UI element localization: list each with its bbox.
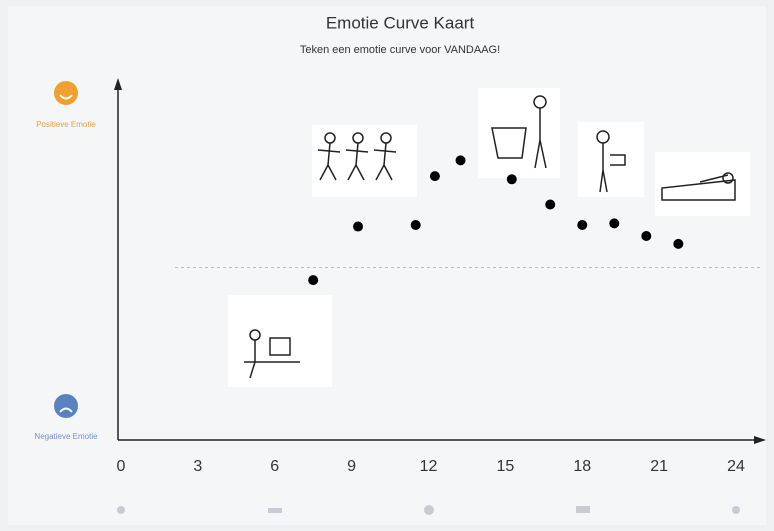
chart-subtitle: Teken een emotie curve voor VANDAAG! [300, 44, 500, 56]
x-tick-label: 15 [496, 458, 514, 475]
point [673, 238, 684, 249]
point [429, 171, 440, 182]
image-dance [312, 125, 417, 197]
time-icons [117, 505, 740, 515]
panel [8, 6, 766, 525]
x-tick-label: 21 [650, 458, 668, 475]
happy-icon [54, 81, 78, 105]
x-tick-label: 6 [270, 458, 279, 475]
image-work [228, 295, 332, 387]
illustrations [228, 88, 750, 387]
point [308, 275, 319, 286]
sad-icon [54, 394, 78, 418]
sad-mouth [59, 407, 73, 413]
point [353, 221, 364, 232]
x-tick-label: 12 [420, 458, 438, 475]
point [506, 174, 517, 185]
point [641, 231, 652, 241]
y-tick-label: Negatieve Emotie [34, 432, 98, 441]
point [410, 219, 421, 230]
x-arrow [754, 436, 766, 444]
image-cooking [578, 122, 644, 197]
x-tick-label: 9 [347, 458, 356, 475]
y-arrow [114, 78, 122, 90]
x-tick-label: 18 [573, 458, 591, 475]
image-shopping [478, 88, 560, 178]
point [609, 218, 620, 229]
point [455, 155, 466, 166]
x-tick-label: 24 [727, 458, 745, 475]
x-tick-label: 3 [193, 458, 202, 475]
x-tick-label: 0 [117, 458, 126, 475]
chart-title: Emotie Curve Kaart [326, 13, 475, 32]
happy-mouth [59, 94, 73, 100]
sketches [244, 95, 736, 379]
y-tick-label: Positieve Emotie [36, 120, 96, 129]
point [545, 199, 556, 210]
point [577, 219, 588, 230]
